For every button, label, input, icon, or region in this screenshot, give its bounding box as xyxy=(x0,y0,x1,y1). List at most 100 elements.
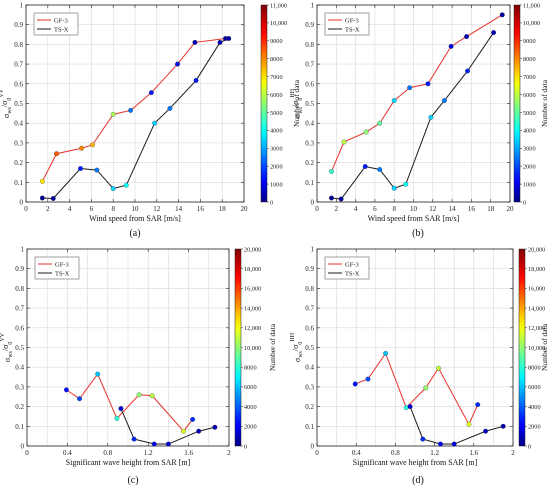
colorbar-tick-label: 10,000 xyxy=(270,20,287,27)
colorbar-tick-label: 8000 xyxy=(528,365,541,372)
x-tick-label: 0.4 xyxy=(352,449,361,457)
y-tick-label: 0.3 xyxy=(15,383,24,391)
colorbar-tick-label: 6000 xyxy=(244,384,257,391)
panel-d: 0 0.1 0.2 0.3 0.4 0.5 0.6 0.7 0.8 0.9 1 0 0.4 0.8 1.2 1… xyxy=(290,246,549,487)
colorbar-tick-label: 9000 xyxy=(270,38,283,45)
colorbar-tick-label: 20,000 xyxy=(528,246,545,253)
data-point-ts-x xyxy=(428,114,434,120)
data-point-gf-3 xyxy=(77,396,82,402)
colorbar-tick-label: 0 xyxy=(528,443,531,450)
x-tick-label: 8 xyxy=(392,205,396,213)
x-tick-label: 14 xyxy=(175,205,183,213)
x-tick-label: 1.6 xyxy=(469,449,478,457)
panel-b: 00.10.20.30.40.50.60.70.80.910 2 4 6 8 10 12 14… xyxy=(290,2,549,240)
colorbar-label: Number of data xyxy=(292,79,301,127)
plot-frame xyxy=(26,248,230,447)
colorbar-tick-label: 20,000 xyxy=(244,246,261,253)
y-tick-label: 0.3 xyxy=(305,383,314,391)
y-tick-label: 0.2 xyxy=(14,159,23,167)
x-tick-label: 12 xyxy=(429,205,437,213)
data-point-gf-3 xyxy=(329,169,334,174)
series-line-gf-3 xyxy=(355,352,479,426)
x-tick-label: 10 xyxy=(132,205,140,213)
data-point-ts-x xyxy=(131,436,137,442)
x-tick-label: 12 xyxy=(153,205,161,213)
data-point-gf-3 xyxy=(128,107,134,113)
x-axis-label: Significant wave height from SAR [m] xyxy=(353,458,478,467)
colorbar-tick-label: 8000 xyxy=(270,56,283,63)
data-point-gf-3 xyxy=(448,43,454,49)
data-point-ts-x xyxy=(165,441,171,447)
colorbar-tick-label: 5000 xyxy=(270,110,283,117)
data-point-gf-3 xyxy=(466,421,472,427)
y-tick-label: 1 xyxy=(21,246,25,254)
data-point-ts-x xyxy=(152,120,158,126)
colorbar-label: Number of data xyxy=(540,323,549,371)
x-tick-label: 10 xyxy=(410,205,418,213)
y-tick-label: 0.1 xyxy=(15,423,24,431)
data-point-gf-3 xyxy=(425,81,431,87)
y-tick-label: 0.5 xyxy=(305,344,314,352)
data-point-gf-3 xyxy=(79,145,85,151)
colorbar-tick-label: 16,000 xyxy=(528,286,545,293)
plot-frame xyxy=(316,4,511,203)
data-point-ts-x xyxy=(94,167,100,173)
y-tick-label: 0.2 xyxy=(305,403,314,411)
colorbar-tick-label: 6000 xyxy=(270,92,283,99)
data-point-gf-3 xyxy=(90,142,95,148)
legend-label-ts-x: TS-X xyxy=(345,27,360,34)
data-point-gf-3 xyxy=(149,393,155,399)
series-line-gf-3 xyxy=(41,37,226,182)
data-point-ts-x xyxy=(78,166,83,171)
series-line-gf-3 xyxy=(331,14,503,172)
y-tick-label: 0.7 xyxy=(14,61,23,69)
colorbar-tick-label: 14,000 xyxy=(528,305,545,312)
panel-c: 0 0.1 0.2 0.3 0.4 0.5 0.6 0.7 0.8 0.9 1 0 0.4 0.8 1.2 1… xyxy=(0,246,277,487)
colorbar-tick-label: 4000 xyxy=(523,128,536,135)
colorbar-tick-label: 5000 xyxy=(523,110,536,117)
x-tick-label: 20 xyxy=(241,205,249,213)
y-tick-label: 0.7 xyxy=(305,61,314,69)
data-point-gf-3 xyxy=(352,381,358,387)
data-point-ts-x xyxy=(420,436,426,442)
y-tick-label: 0.4 xyxy=(15,364,24,372)
legend-label-ts-x: TS-X xyxy=(345,271,360,278)
colorbar-tick-label: 10,000 xyxy=(244,345,261,352)
y-tick-label: 0.9 xyxy=(14,21,23,29)
data-point-ts-x xyxy=(403,181,409,187)
y-tick-label: 0.3 xyxy=(305,139,314,147)
data-point-ts-x xyxy=(212,424,218,430)
x-tick-label: 2 xyxy=(511,449,515,457)
data-point-gf-3 xyxy=(148,90,154,96)
y-tick-label: 0.2 xyxy=(15,403,24,411)
series-line-gf-3 xyxy=(66,373,194,433)
y-tick-label: 0.1 xyxy=(305,179,314,187)
legend-label-gf-3: GF-3 xyxy=(345,18,359,25)
x-tick-label: 0 xyxy=(25,449,29,457)
y-tick-label: 0.8 xyxy=(305,41,314,49)
colorbar xyxy=(260,4,268,203)
colorbar-tick-label: 2000 xyxy=(523,163,536,170)
data-point-gf-3 xyxy=(499,12,505,18)
y-tick-label: 0.3 xyxy=(14,139,23,147)
colorbar-tick-label: 0 xyxy=(270,199,273,206)
data-point-ts-x xyxy=(110,186,116,192)
y-tick-label: 0.6 xyxy=(305,80,314,88)
data-point-ts-x xyxy=(451,441,457,447)
data-point-gf-3 xyxy=(436,365,441,371)
x-tick-label: 0 xyxy=(315,205,319,213)
x-tick-label: 1.6 xyxy=(184,449,193,457)
panel-label: (b) xyxy=(412,228,424,239)
data-point-gf-3 xyxy=(391,98,397,103)
colorbar-tick-label: 12,000 xyxy=(528,325,545,332)
colorbar xyxy=(518,248,526,447)
y-tick-label: 0.6 xyxy=(14,80,23,88)
x-tick-label: 4 xyxy=(68,205,72,213)
data-point-gf-3 xyxy=(341,139,347,145)
colorbar-tick-label: 11,000 xyxy=(523,2,540,9)
panel-label: (d) xyxy=(412,475,424,486)
data-point-ts-x xyxy=(483,428,489,434)
colorbar-tick-label: 10,000 xyxy=(523,20,540,27)
colorbar-tick-label: 2000 xyxy=(528,424,541,431)
colorbar-tick-label: 11,000 xyxy=(270,2,287,9)
